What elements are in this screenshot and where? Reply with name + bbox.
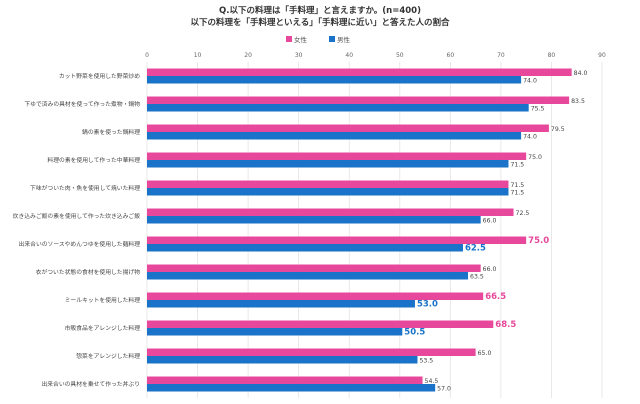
chart-title-line1: Q.以下の料理は「手料理」と言えますか。(n=400) xyxy=(219,5,421,16)
value-label-male: 53.5 xyxy=(419,358,433,365)
bar-female xyxy=(147,348,476,356)
value-label-male: 74.0 xyxy=(523,134,537,141)
category-label: 出来合いの具材を乗せて作った丼ぶり xyxy=(41,380,140,388)
bar-male xyxy=(147,160,509,168)
bar-female xyxy=(147,96,570,104)
x-tick-label: 60 xyxy=(447,52,455,59)
bar-female xyxy=(147,264,481,272)
x-tick-label: 80 xyxy=(548,52,556,59)
category-label: 市販食品をアレンジした料理 xyxy=(65,324,141,332)
x-tick-label: 70 xyxy=(497,52,505,59)
category-label: 下味がついた肉・魚を使用して焼いた料理 xyxy=(30,184,140,192)
value-label-male: 71.5 xyxy=(510,162,524,169)
value-label-male: 75.5 xyxy=(531,106,545,113)
value-label-female: 71.5 xyxy=(510,182,524,189)
value-label-female: 66.5 xyxy=(485,292,506,302)
value-label-male: 57.0 xyxy=(437,386,451,393)
value-label-male: 50.5 xyxy=(404,328,425,338)
bar-female xyxy=(147,180,509,188)
category-label: 料理の素を使用して作った中華料理 xyxy=(47,156,140,164)
value-label-female: 68.5 xyxy=(495,320,516,330)
gridlines xyxy=(146,62,603,398)
value-label-female: 83.5 xyxy=(571,98,585,105)
legend-label-female: 女性 xyxy=(294,35,308,44)
x-axis-ticks: 0 10 20 30 40 50 60 70 80 90 xyxy=(145,52,606,59)
x-tick-label: 0 xyxy=(145,52,149,59)
value-label-male: 66.0 xyxy=(483,218,497,225)
category-label: 衣がついた状態の食材を使用した揚げ物 xyxy=(36,268,141,276)
bar-female xyxy=(147,208,514,216)
bar-female xyxy=(147,292,484,300)
bar-female xyxy=(147,376,423,384)
bar-male xyxy=(147,216,481,224)
chart-title-line2: 以下の料理を「手料理といえる」「手料理に近い」と答えた人の割合 xyxy=(191,17,450,28)
category-label: 鍋の素を使った鍋料理 xyxy=(82,128,140,136)
value-label-female: 84.0 xyxy=(574,70,588,77)
bar-female xyxy=(147,236,527,244)
x-tick-label: 30 xyxy=(295,52,303,59)
value-label-male: 74.0 xyxy=(523,78,537,85)
value-label-male: 63.5 xyxy=(470,274,484,281)
bar-female xyxy=(147,124,549,132)
value-label-female: 79.5 xyxy=(551,126,565,133)
category-label: 惣菜をアレンジした料理 xyxy=(76,352,140,360)
bar-male xyxy=(147,76,522,84)
category-label: 炊き込みご飯の素を使用して作った炊き込みご飯 xyxy=(13,212,141,220)
x-tick-label: 20 xyxy=(244,52,252,59)
legend-label-male: 男性 xyxy=(337,35,351,44)
value-label-female: 66.0 xyxy=(483,266,497,273)
category-labels: カット野菜を使用した野菜炒め下ゆで済みの具材を使って作った煮物・鍋物鍋の素を使っ… xyxy=(13,72,141,388)
value-label-male: 71.5 xyxy=(510,190,524,197)
bar-male xyxy=(147,104,529,112)
x-tick-label: 90 xyxy=(598,52,606,59)
value-label-female: 72.5 xyxy=(516,210,530,217)
bar-male xyxy=(147,132,522,140)
legend-swatch-female xyxy=(286,36,292,42)
category-label: 下ゆで済みの具材を使って作った煮物・鍋物 xyxy=(24,100,140,108)
value-label-female: 65.0 xyxy=(478,350,492,357)
category-label: カット野菜を使用した野菜炒め xyxy=(59,72,140,80)
bar-male xyxy=(147,384,436,392)
bars xyxy=(147,68,572,392)
category-label: 出来合いのソースやめんつゆを使用した麺料理 xyxy=(19,240,141,248)
bar-male xyxy=(147,300,415,308)
legend: 女性 男性 xyxy=(286,35,351,44)
bar-female xyxy=(147,152,527,160)
x-tick-label: 10 xyxy=(194,52,202,59)
bar-female xyxy=(147,320,494,328)
bar-female xyxy=(147,68,572,76)
x-tick-label: 50 xyxy=(396,52,404,59)
value-label-male: 62.5 xyxy=(465,244,486,254)
bar-male xyxy=(147,356,418,364)
bar-male xyxy=(147,328,403,336)
x-tick-label: 40 xyxy=(345,52,353,59)
value-label-female: 54.5 xyxy=(425,378,439,385)
value-label-male: 53.0 xyxy=(417,300,438,310)
bar-male xyxy=(147,272,469,280)
category-label: ミールキットを使用した料理 xyxy=(65,296,141,304)
value-labels: 84.074.083.575.579.574.075.071.571.571.5… xyxy=(404,70,587,393)
value-label-female: 75.0 xyxy=(528,154,542,161)
value-label-female: 75.0 xyxy=(528,236,549,246)
bar-male xyxy=(147,244,463,252)
legend-swatch-male xyxy=(329,36,335,42)
bar-male xyxy=(147,188,509,196)
